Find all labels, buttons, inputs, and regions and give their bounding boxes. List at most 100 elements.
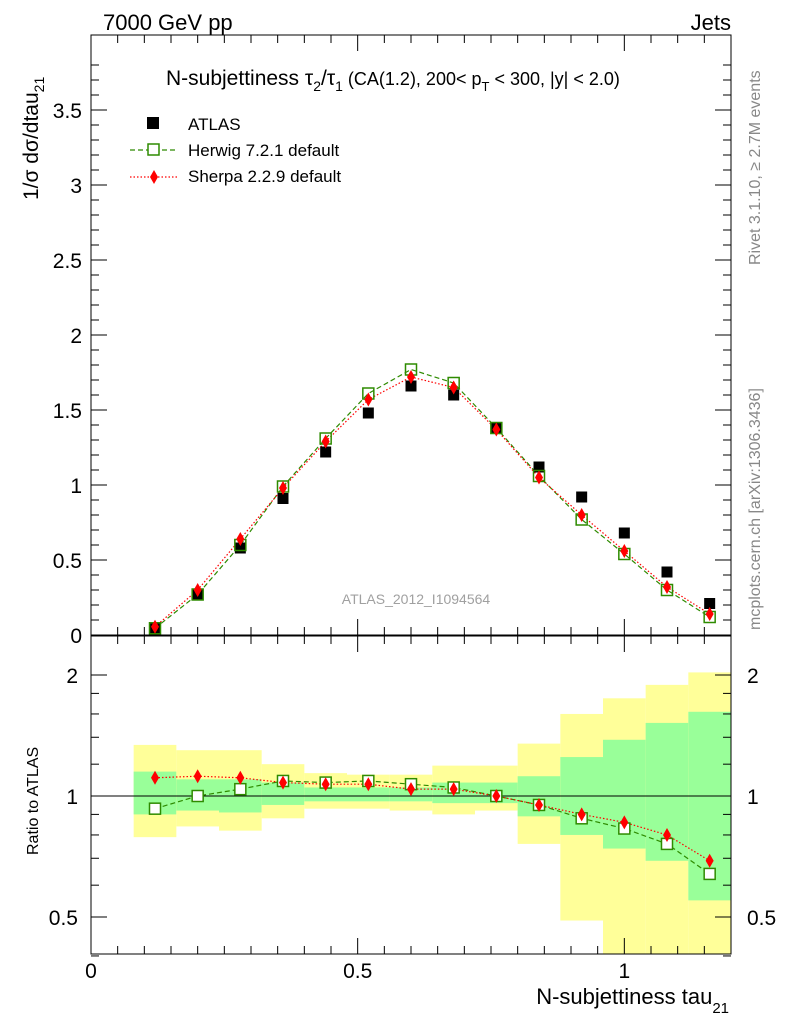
legend-sherpa-marker	[150, 170, 158, 184]
main-y-tick-label: 3.5	[53, 100, 82, 123]
main-y-tick-label: 1.5	[53, 400, 82, 423]
main-y-axis-label-text: 1/σ dσ/dtau	[20, 92, 43, 200]
main-y-tick-label: 1	[70, 475, 82, 498]
title-sub1: 1	[335, 78, 343, 94]
ratio-y-axis-label: Ratio to ATLAS	[25, 747, 42, 855]
ratio-sherpa-point	[364, 777, 373, 792]
sherpa-point	[193, 583, 202, 597]
x-tick-label: 0	[85, 960, 97, 983]
ratio-sherpa-point	[236, 770, 245, 785]
title-tau1: τ	[327, 67, 336, 90]
ratio-y-tick-label-right: 2	[747, 665, 759, 688]
mcplots-label: mcplots.cern.ch [arXiv:1306.3436]	[747, 388, 764, 630]
rivet-label: Rivet 3.1.10, ≥ 2.7M events	[747, 70, 764, 265]
ratio-y-tick-label-right: 0.5	[747, 907, 776, 930]
legend: ATLAS Herwig 7.2.1 default Sherpa 2.2.9 …	[130, 115, 341, 186]
ratio-sherpa-line	[154, 775, 710, 862]
legend-herwig-marker	[147, 143, 160, 156]
ratio-herwig-point	[234, 782, 247, 796]
ratio-sherpa-point	[193, 769, 202, 784]
ratio-herwig-line	[154, 780, 711, 875]
ratio-sherpa-point	[151, 770, 159, 785]
ratio-uncertainty-bands	[133, 672, 731, 954]
legend-herwig-label: Herwig 7.2.1 default	[188, 141, 339, 160]
title-details2: < 300, |y| < 2.0)	[489, 69, 619, 89]
sherpa-point	[321, 434, 330, 449]
sherpa-point	[663, 580, 671, 594]
ratio-sherpa-point	[705, 853, 714, 868]
x-axis-label-text: N-subjettiness tau	[536, 984, 712, 1009]
atlas-point	[618, 527, 630, 539]
ratio-y-tick-label: 0.5	[49, 907, 78, 930]
title-sub2: 2	[313, 78, 321, 94]
process-label: Jets	[691, 10, 731, 35]
sherpa-point	[449, 380, 458, 395]
atlas-point	[234, 542, 246, 554]
main-panel: 00.511.522.533.5 N-subjettiness τ2/τ1 (C…	[20, 34, 732, 648]
ratio-herwig-point	[703, 867, 716, 881]
title-main: N-subjettiness	[166, 67, 305, 90]
atlas-point	[448, 389, 460, 401]
ratio-sherpa-point	[449, 782, 458, 797]
sherpa-point	[364, 392, 373, 407]
x-tick-label: 1	[618, 960, 630, 983]
main-y-tick-labels: 0 0.5 1 1.5 2 2.5 3 3.5	[53, 100, 82, 648]
ratio-y-tick-label: 2	[66, 665, 78, 688]
ratio-sherpa-point	[279, 775, 287, 790]
sherpa-point	[705, 607, 714, 621]
energy-label: 7000 GeV pp	[103, 10, 233, 35]
chart-title: N-subjettiness τ2/τ1 (CA(1.2), 200< pT <…	[166, 67, 620, 94]
atlas-point	[320, 446, 332, 458]
ratio-herwig-point	[148, 802, 162, 815]
atlas-point	[661, 566, 673, 578]
sherpa-point	[620, 544, 629, 558]
main-y-axis-label-sub: 21	[31, 77, 47, 93]
main-y-tick-label: 2.5	[53, 250, 82, 273]
main-y-axis-label: 1/σ dσ/dtau21	[20, 77, 47, 200]
ratio-tick-marks	[90, 636, 732, 957]
ratio-sherpa-point	[492, 789, 501, 803]
ratio-tick-labels: 0.5 0.5 1 1 2 2 0 0.5 1	[49, 665, 776, 983]
sherpa-point	[407, 370, 415, 384]
ratio-panel: 0.5 0.5 1 1 2 2 0 0.5 1 Ratio to ATLAS N-subjett…	[25, 635, 776, 1017]
ratio-sherpa-point	[577, 807, 586, 822]
title-slash: /	[321, 67, 327, 90]
sherpa-point	[492, 422, 501, 437]
x-axis-label-sub: 21	[712, 1000, 729, 1017]
title-tau2: τ	[305, 67, 314, 90]
atlas-point	[704, 598, 716, 609]
sherpa-point	[279, 481, 287, 495]
ratio-sherpa-point	[620, 815, 629, 830]
ratio-sherpa-point	[407, 782, 415, 797]
ratio-y-tick-label: 1	[66, 786, 78, 809]
ratio-sherpa-point	[321, 777, 330, 792]
herwig-line	[154, 368, 710, 629]
sherpa-point	[577, 508, 586, 522]
ratio-inner-band	[304, 787, 347, 802]
main-tick-marks	[90, 35, 732, 636]
title-details: (CA(1.2), 200< p	[343, 69, 482, 89]
legend-atlas-label: ATLAS	[188, 115, 241, 134]
ratio-sherpa-point	[535, 797, 543, 812]
x-axis-label: N-subjettiness tau21	[536, 984, 729, 1017]
ratio-y-tick-label-right: 1	[747, 786, 759, 809]
sherpa-line	[154, 376, 710, 628]
main-y-tick-label: 0	[70, 625, 82, 648]
title-subT: T	[482, 79, 490, 94]
analysis-watermark: ATLAS_2012_I1094564	[342, 591, 491, 607]
ratio-herwig-point	[191, 789, 204, 803]
atlas-point	[362, 407, 374, 419]
sherpa-point	[236, 532, 245, 546]
ratio-inner-band	[261, 782, 305, 805]
ratio-sherpa-point	[663, 827, 671, 842]
ratio-inner-band	[347, 787, 390, 802]
main-y-tick-label: 2	[70, 325, 82, 348]
main-frame	[90, 34, 732, 636]
atlas-point	[277, 493, 289, 504]
atlas-point	[405, 380, 417, 392]
main-data-layer	[148, 363, 716, 635]
sherpa-point	[535, 470, 543, 485]
legend-atlas-marker	[147, 117, 159, 129]
atlas-point	[576, 491, 588, 503]
